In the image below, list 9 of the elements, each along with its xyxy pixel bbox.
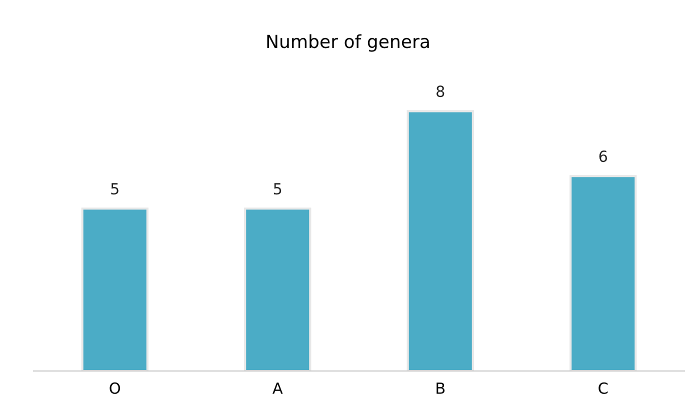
- data-label: 8: [436, 86, 444, 98]
- x-tick-label: O: [110, 382, 120, 394]
- x-tick-label: A: [272, 382, 283, 394]
- chart-title: Number of genera: [267, 34, 429, 52]
- data-label: 6: [599, 150, 608, 162]
- data-label: 5: [274, 183, 282, 195]
- data-label: 5: [111, 183, 118, 195]
- x-tick-label: C: [598, 382, 608, 394]
- x-tick-label: B: [436, 382, 445, 394]
